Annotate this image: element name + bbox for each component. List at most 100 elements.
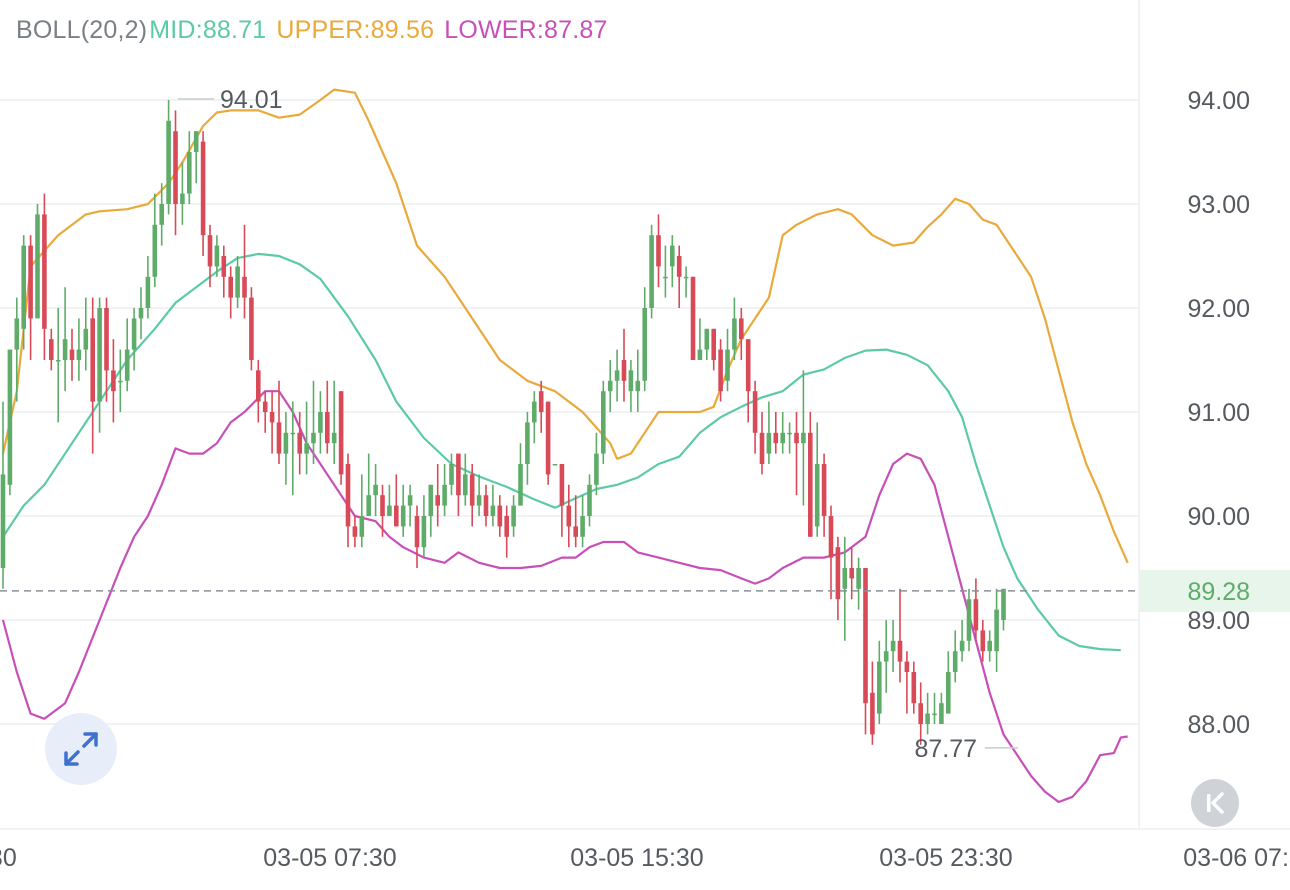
candle <box>14 297 20 402</box>
candle-body <box>897 640 903 662</box>
candle <box>83 297 89 371</box>
candle <box>911 661 917 714</box>
grid-lines <box>0 0 1290 830</box>
candle-body <box>83 328 89 350</box>
candle <box>400 484 406 537</box>
candle-body <box>670 245 675 267</box>
x-tick-label: 03-05 23:30 <box>879 844 1012 872</box>
candle-body <box>276 422 282 454</box>
candle <box>138 287 144 340</box>
candle-body <box>787 432 792 435</box>
candle <box>214 235 220 277</box>
candle-body <box>573 526 578 537</box>
candle-body <box>725 349 730 381</box>
candle-body <box>925 713 930 724</box>
candle-body <box>939 703 944 724</box>
candle <box>552 464 558 466</box>
candle-body <box>814 464 820 527</box>
candle <box>442 464 447 516</box>
candle-body <box>456 453 461 496</box>
candle <box>828 505 834 600</box>
candle-body <box>428 484 434 516</box>
skip-back-icon <box>1207 792 1224 814</box>
candle <box>35 204 40 319</box>
candle-body <box>780 432 785 444</box>
candle <box>187 131 192 204</box>
candle-body <box>966 599 972 641</box>
candle-body <box>863 568 868 704</box>
candle <box>704 328 710 360</box>
candle <box>394 474 399 527</box>
bollinger-bands <box>1 88 1129 804</box>
candle-body <box>0 474 6 568</box>
candle-body <box>994 609 999 652</box>
candle <box>773 412 779 454</box>
candle-body <box>256 370 261 402</box>
candle <box>311 380 316 464</box>
candle-body <box>877 661 882 714</box>
candle <box>683 266 689 298</box>
y-tick-label: 89.00 <box>1187 607 1250 635</box>
candle <box>76 318 82 381</box>
candle <box>124 318 130 392</box>
candle <box>801 370 806 506</box>
candle <box>90 297 95 454</box>
candle <box>656 214 661 288</box>
candle <box>525 412 530 485</box>
candle-body <box>621 360 627 381</box>
y-tick-label: 92.00 <box>1187 295 1250 323</box>
boll-lower-label: LOWER:87.87 <box>444 16 608 44</box>
candle-body <box>642 308 647 381</box>
boll-lower-line <box>1 390 1128 804</box>
skip-back-button[interactable] <box>1191 779 1239 827</box>
candle <box>711 328 716 371</box>
candle-body <box>676 256 682 277</box>
candle <box>835 536 841 620</box>
candle <box>483 484 489 527</box>
candle <box>545 401 551 485</box>
candle-body <box>69 349 75 360</box>
candle <box>325 380 330 454</box>
candle <box>283 412 289 485</box>
candle-body <box>435 495 440 506</box>
candle-body <box>173 131 178 204</box>
candle <box>628 360 634 412</box>
candle-body <box>794 432 799 444</box>
candle <box>870 661 875 745</box>
candle <box>663 245 668 298</box>
candle <box>607 360 613 412</box>
expand-arrows-icon <box>64 732 98 766</box>
candle <box>718 339 723 402</box>
candle <box>538 380 544 433</box>
candle <box>152 193 158 288</box>
candle-body <box>835 547 841 600</box>
candle <box>587 474 592 527</box>
candle-body <box>580 516 585 537</box>
candle-body <box>752 391 758 433</box>
candle-body <box>400 505 406 527</box>
candle <box>407 484 413 527</box>
candle-body <box>559 464 565 506</box>
expand-button[interactable] <box>45 713 117 785</box>
candle <box>946 651 951 714</box>
candle-body <box>7 349 13 485</box>
candle-body <box>525 422 530 464</box>
candle <box>794 412 799 496</box>
candle <box>304 401 309 475</box>
candle-body <box>325 412 330 444</box>
candle-body <box>283 432 289 454</box>
boll-mid-label: MID:88.71 <box>149 16 267 44</box>
candle-body <box>904 661 910 672</box>
candle-body <box>352 526 358 537</box>
candle <box>435 464 440 527</box>
candle-body <box>118 380 123 383</box>
candle-body <box>594 453 599 485</box>
candle-body <box>497 505 503 527</box>
candle-body <box>739 318 744 340</box>
candle <box>635 349 641 412</box>
candle-body <box>759 432 765 464</box>
candle <box>345 453 351 548</box>
candle-body <box>214 245 220 267</box>
